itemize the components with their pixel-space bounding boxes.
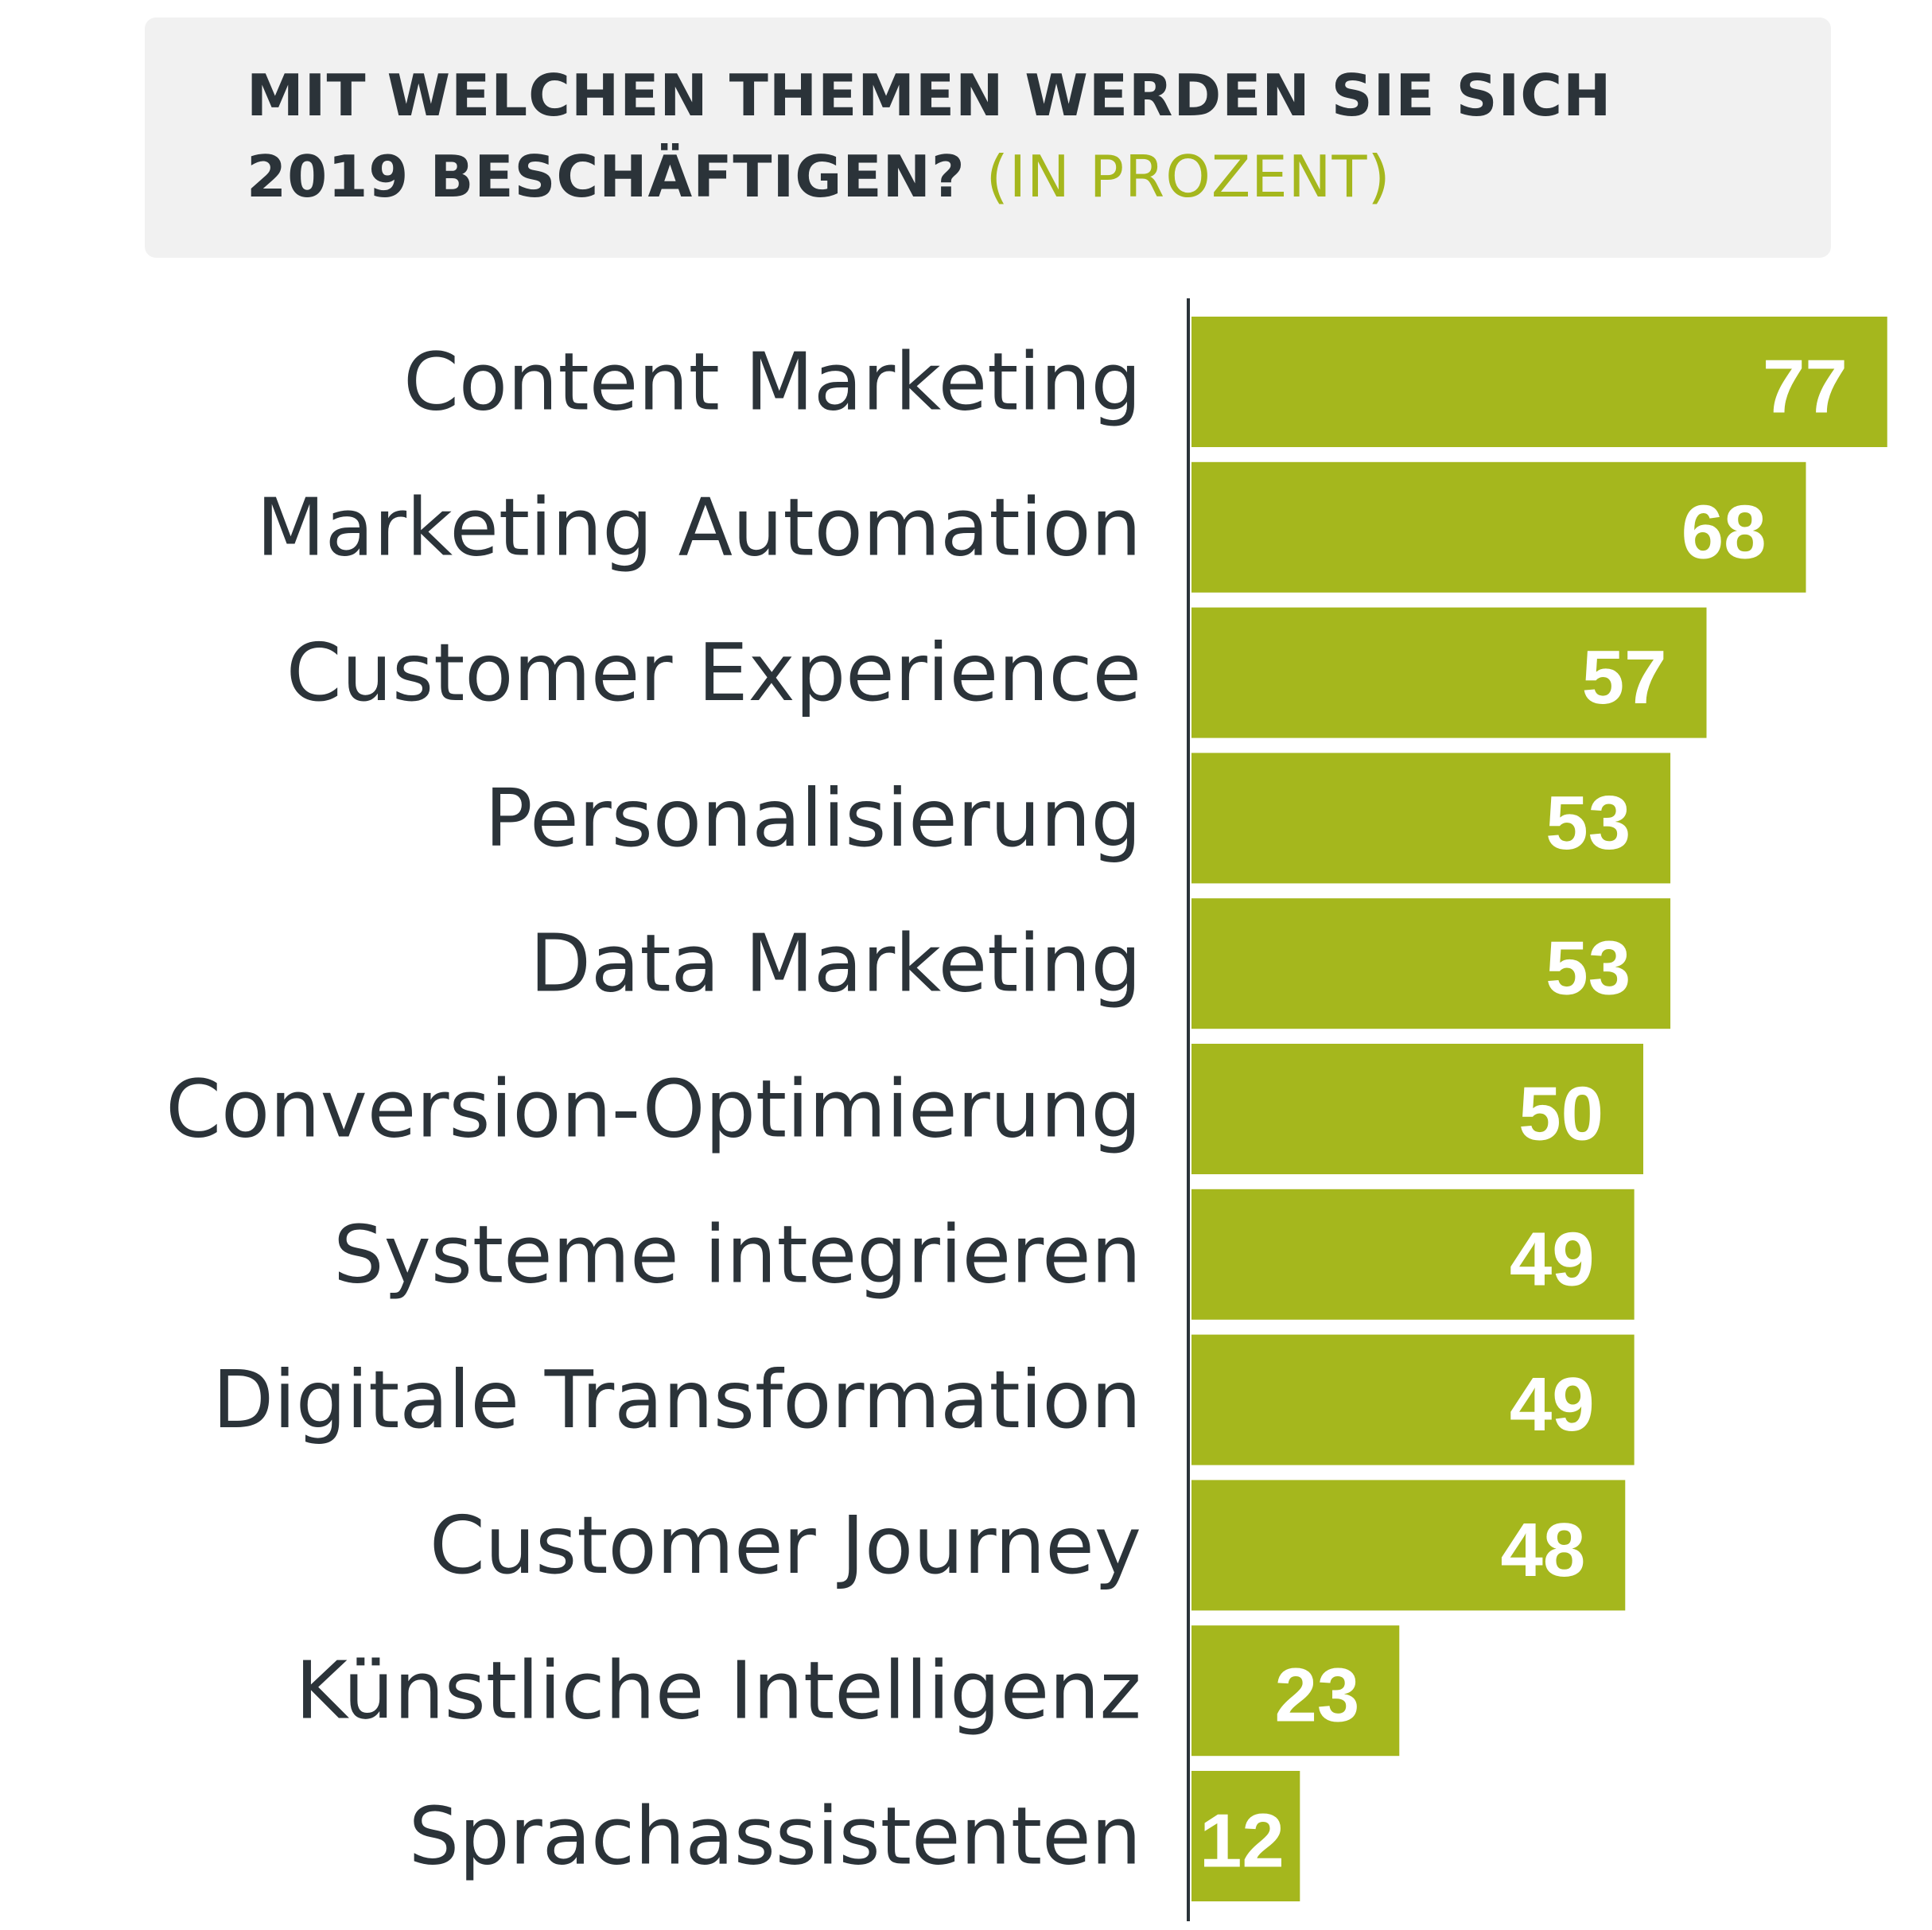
value-label-5: 50 (1518, 1072, 1604, 1157)
chart-title-line2-text: 2019 BESCHÄFTIGEN? (247, 143, 966, 210)
category-label-0: Content Marketing (403, 336, 1141, 429)
category-labels-group: Content Marketing Marketing Automation Cus… (165, 336, 1141, 1883)
bars-group (1191, 317, 1887, 1901)
value-label-2: 57 (1582, 635, 1667, 720)
category-label-3: Personalisierung (484, 772, 1141, 865)
bar-1 (1191, 461, 1806, 593)
bar-3 (1191, 753, 1671, 884)
bar-2 (1191, 607, 1707, 738)
value-label-8: 48 (1500, 1508, 1585, 1593)
category-label-4: Data Marketing (530, 917, 1141, 1010)
bar-9 (1191, 1625, 1400, 1757)
category-label-10: Sprachassistenten (409, 1790, 1141, 1883)
value-label-1: 68 (1681, 489, 1767, 574)
value-label-3: 53 (1545, 780, 1631, 866)
category-label-6: Systeme integrieren (333, 1208, 1141, 1301)
chart-title-line1: MIT WELCHEN THEMEN WERDEN SIE SICH (247, 62, 1612, 129)
category-label-7: Digitale Transformation (212, 1353, 1141, 1446)
value-label-9: 23 (1274, 1653, 1359, 1738)
value-label-10: 12 (1199, 1799, 1285, 1884)
value-label-4: 53 (1545, 926, 1631, 1011)
bar-4 (1191, 898, 1671, 1029)
value-label-0: 77 (1763, 344, 1848, 430)
chart-title-unit: (IN PROZENT) (985, 143, 1391, 210)
bar-5 (1191, 1044, 1643, 1174)
category-label-2: Customer Experience (286, 626, 1141, 719)
bar-10 (1191, 1771, 1300, 1901)
value-label-6: 49 (1510, 1216, 1595, 1302)
category-label-8: Customer Journey (430, 1499, 1141, 1592)
category-label-9: Künstliche Intelligenz (295, 1644, 1141, 1737)
bar-7 (1191, 1334, 1635, 1465)
bar-0 (1191, 317, 1887, 447)
value-label-7: 49 (1510, 1362, 1595, 1447)
chart-title-line2: 2019 BESCHÄFTIGEN? (IN PROZENT) (247, 143, 1391, 210)
title-box (145, 18, 1831, 258)
bar-8 (1191, 1480, 1626, 1611)
category-label-5: Conversion-Optimierung (165, 1063, 1141, 1156)
category-label-1: Marketing Automation (256, 481, 1141, 574)
bar-6 (1191, 1189, 1635, 1320)
